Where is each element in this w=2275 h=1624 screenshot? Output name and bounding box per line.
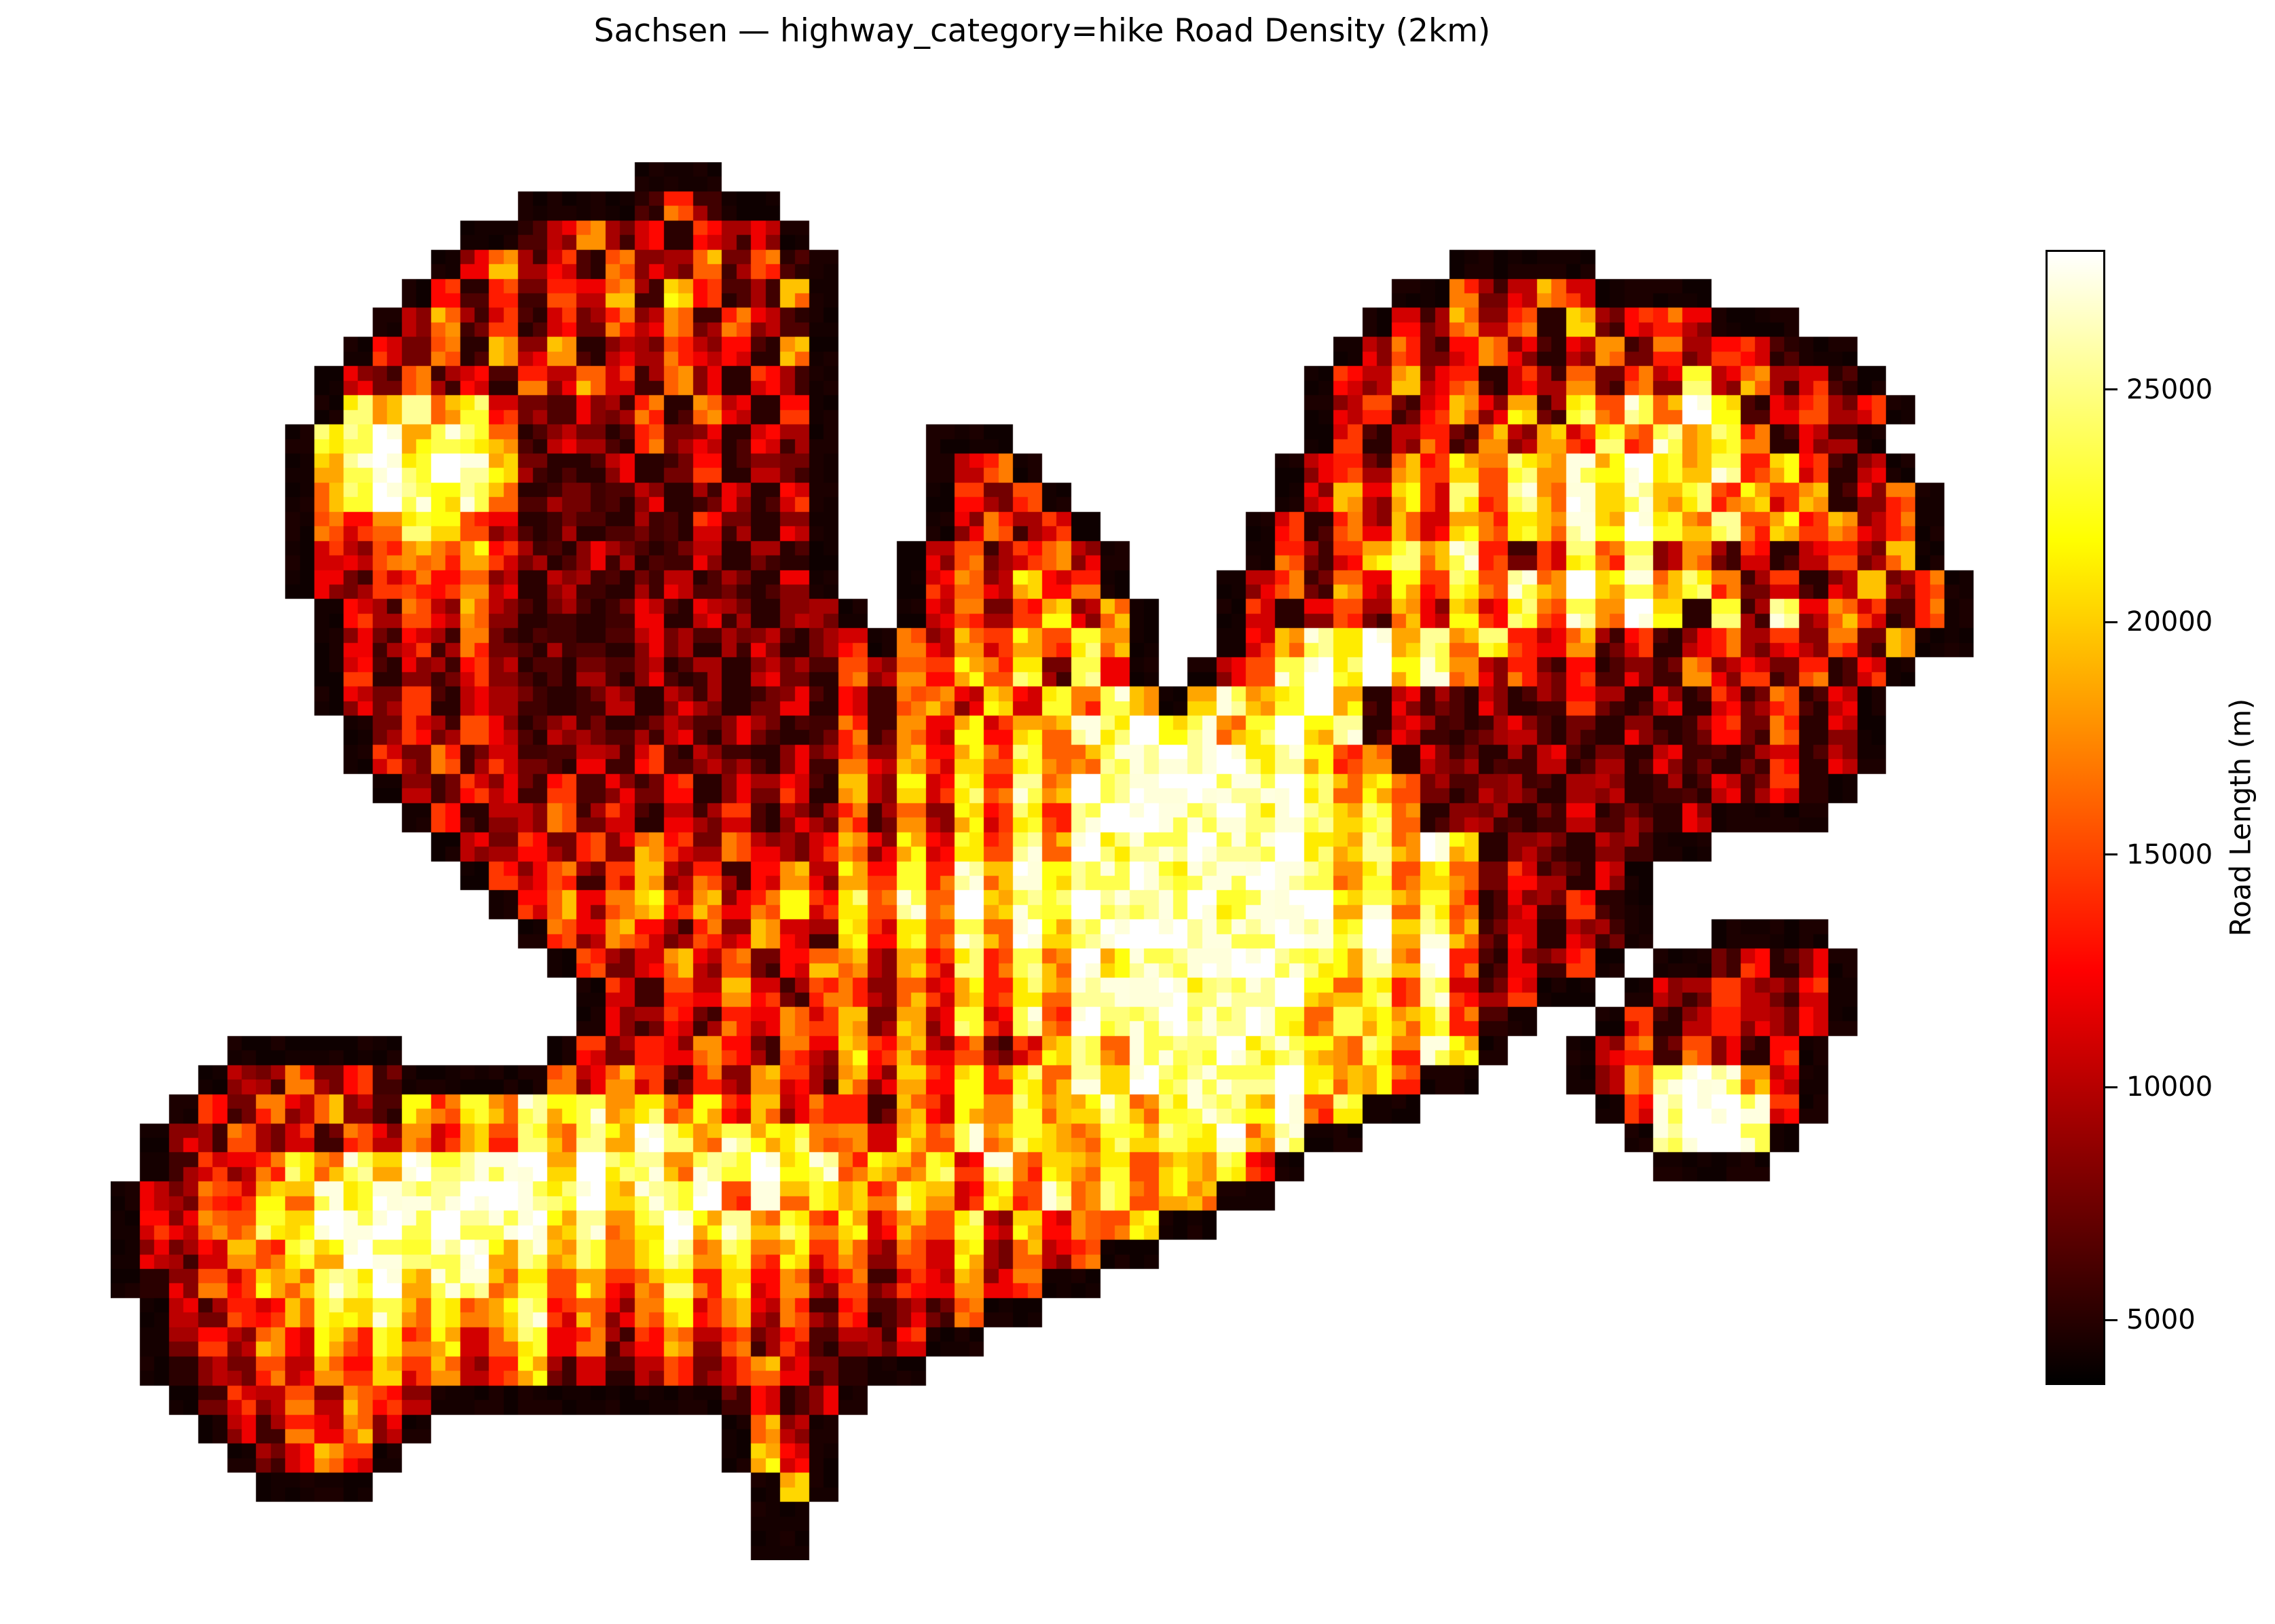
colorbar-tick-label: 20000 bbox=[2126, 606, 2213, 638]
colorbar-tick-label: 10000 bbox=[2126, 1071, 2213, 1103]
density-heatmap-canvas bbox=[111, 162, 1974, 1560]
colorbar-gradient bbox=[2046, 250, 2105, 1385]
colorbar-tick-label: 25000 bbox=[2126, 373, 2213, 405]
colorbar-tick bbox=[2105, 388, 2117, 391]
colorbar-tick bbox=[2105, 621, 2117, 623]
colorbar-axis-label-text: Road Length (m) bbox=[2223, 698, 2257, 937]
colorbar-tick-label: 5000 bbox=[2126, 1304, 2196, 1336]
colorbar-tick bbox=[2105, 853, 2117, 856]
colorbar-tick bbox=[2105, 1086, 2117, 1088]
colorbar-tick bbox=[2105, 1318, 2117, 1321]
chart-title: Sachsen — highway_category=hike Road Den… bbox=[593, 12, 1491, 50]
colorbar-tick-label: 15000 bbox=[2126, 838, 2213, 870]
